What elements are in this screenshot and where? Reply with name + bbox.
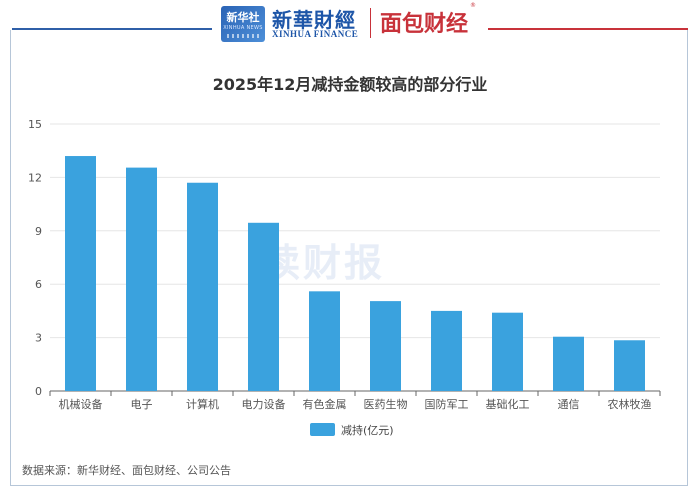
bar [65, 156, 96, 391]
logo-divider [370, 8, 371, 38]
bar [187, 182, 218, 391]
y-tick-label: 9 [35, 225, 42, 238]
x-tick-label: 国防军工 [425, 397, 469, 411]
registered-mark: ® [470, 2, 476, 9]
bar [248, 222, 279, 391]
xinhua-logo-dots [227, 34, 259, 38]
source-note: 数据来源：新华财经、面包财经、公司公告 [22, 464, 231, 477]
watermark: 读财报 [262, 241, 386, 285]
x-tick-label: 有色金属 [303, 397, 347, 411]
xinhua-finance-logo-cn: 新華財經 [272, 8, 356, 32]
header-rule-left [12, 28, 212, 30]
bar [309, 291, 340, 391]
y-tick-label: 15 [28, 118, 42, 131]
y-tick-label: 3 [35, 332, 42, 345]
bar [614, 340, 645, 391]
header-rule-right [488, 28, 688, 30]
y-tick-label: 12 [28, 171, 42, 184]
legend-label: 减持(亿元) [341, 423, 394, 437]
y-tick-label: 0 [35, 385, 42, 398]
chart-frame [10, 30, 688, 486]
bar [431, 310, 462, 391]
bar [492, 312, 523, 391]
x-tick-label: 机械设备 [59, 397, 103, 411]
xinhua-news-logo-en: XINHUA NEWS [223, 25, 263, 31]
x-tick-label: 通信 [558, 398, 580, 411]
xinhua-finance-logo-en: XINHUA FINANCE [272, 29, 359, 39]
header: 新华社 XINHUA NEWS 新華財經 XINHUA FINANCE 面包财经… [0, 0, 700, 44]
chart-title: 2025年12月减持金额较高的部分行业 [212, 75, 488, 94]
x-tick-label: 基础化工 [486, 397, 530, 411]
x-tick-label: 医药生物 [364, 397, 408, 411]
bar [126, 167, 157, 391]
bar [553, 336, 584, 391]
x-tick-label: 电力设备 [242, 397, 286, 411]
y-tick-label: 6 [35, 278, 42, 291]
x-tick-label: 农林牧渔 [608, 397, 652, 411]
bar [370, 301, 401, 391]
x-tick-label: 计算机 [186, 397, 219, 411]
legend-swatch [310, 423, 335, 436]
x-tick-label: 电子 [131, 398, 153, 411]
xinhua-news-logo-cn: 新华社 [226, 11, 260, 24]
mianbao-caijing-logo: 面包财经 [380, 12, 469, 37]
xinhua-news-logo-icon: 新华社 XINHUA NEWS [221, 6, 265, 42]
